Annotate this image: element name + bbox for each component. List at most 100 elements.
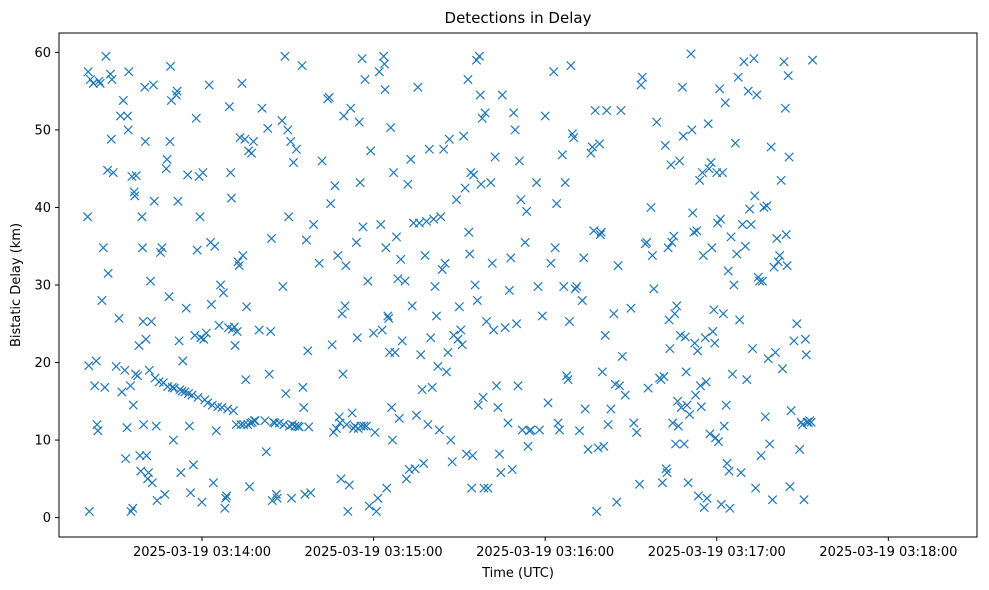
data-point [429, 214, 439, 224]
data-point [471, 55, 482, 65]
data-point [291, 144, 301, 154]
data-point [759, 202, 769, 213]
data-point [807, 55, 818, 65]
data-point [781, 229, 791, 240]
data-point [266, 233, 277, 244]
data-point [122, 423, 132, 433]
data-point [249, 416, 259, 426]
data-point [716, 499, 726, 510]
data-point [465, 249, 475, 259]
data-point [457, 340, 467, 350]
data-point [239, 419, 249, 430]
data-point [101, 51, 111, 61]
data-point [330, 181, 340, 191]
data-point [173, 196, 183, 206]
data-point [777, 364, 788, 374]
data-point [695, 381, 706, 391]
data-point [83, 67, 93, 77]
data-point [98, 243, 108, 253]
data-point [95, 78, 105, 89]
data-point [181, 303, 191, 313]
data-point [414, 218, 424, 228]
data-point [139, 419, 149, 430]
data-point [636, 80, 646, 90]
data-point [714, 84, 725, 94]
data-point [237, 78, 247, 89]
data-point [85, 74, 96, 85]
data-point [441, 367, 452, 377]
data-point [479, 483, 489, 493]
data-point [437, 264, 447, 275]
data-point [688, 208, 698, 218]
data-point [446, 435, 456, 445]
data-point [172, 86, 182, 96]
data-point [666, 160, 676, 170]
data-point [267, 495, 277, 506]
data-point [540, 111, 550, 121]
data-point [328, 427, 339, 437]
data-point [281, 388, 291, 399]
data-point [723, 266, 733, 276]
data-point [574, 426, 585, 436]
data-point [537, 311, 547, 321]
data-point [263, 123, 273, 133]
data-point [221, 493, 231, 503]
data-point [696, 402, 706, 412]
data-point [461, 449, 472, 459]
data-point [705, 429, 715, 439]
data-point [587, 142, 597, 152]
data-point [384, 313, 394, 323]
data-point [559, 281, 569, 292]
data-point [719, 421, 729, 431]
data-point [657, 478, 668, 488]
data-point [659, 371, 669, 382]
data-point [340, 301, 350, 311]
data-point [264, 369, 274, 379]
data-point [531, 178, 542, 188]
data-point [126, 506, 136, 517]
data-point [689, 227, 699, 237]
data-point [475, 90, 485, 100]
data-point [613, 260, 623, 271]
data-point [421, 216, 432, 227]
data-point [783, 71, 793, 81]
data-point [108, 167, 118, 178]
data-point [718, 309, 728, 319]
data-point [570, 284, 580, 294]
data-point [772, 233, 782, 244]
data-point [383, 311, 393, 321]
data-point [294, 422, 304, 432]
data-point [478, 392, 488, 403]
data-point [599, 441, 609, 451]
data-point [379, 59, 390, 69]
data-point [782, 260, 792, 271]
y-axis-ticks: 0 10 20 30 40 50 60 [34, 46, 59, 526]
data-point [198, 167, 208, 178]
data-point [706, 157, 716, 168]
data-point [431, 311, 442, 321]
data-point [597, 367, 607, 377]
data-point [232, 326, 242, 337]
data-point [183, 170, 193, 180]
data-point [750, 191, 760, 201]
data-point [739, 57, 749, 67]
data-point [786, 405, 796, 416]
data-point [680, 332, 690, 342]
data-point [279, 419, 289, 430]
data-point [700, 333, 710, 343]
data-point [724, 466, 734, 476]
data-point [735, 315, 745, 325]
data-point [240, 134, 250, 144]
data-point [304, 422, 314, 432]
data-point [800, 334, 811, 344]
data-point [413, 82, 423, 92]
data-point [712, 218, 723, 228]
data-point [299, 402, 309, 413]
data-point [780, 103, 791, 113]
data-point [682, 400, 692, 410]
data-point [380, 84, 390, 95]
data-point [447, 457, 457, 467]
data-point [386, 122, 396, 133]
data-point [82, 212, 93, 222]
data-point [301, 235, 311, 245]
